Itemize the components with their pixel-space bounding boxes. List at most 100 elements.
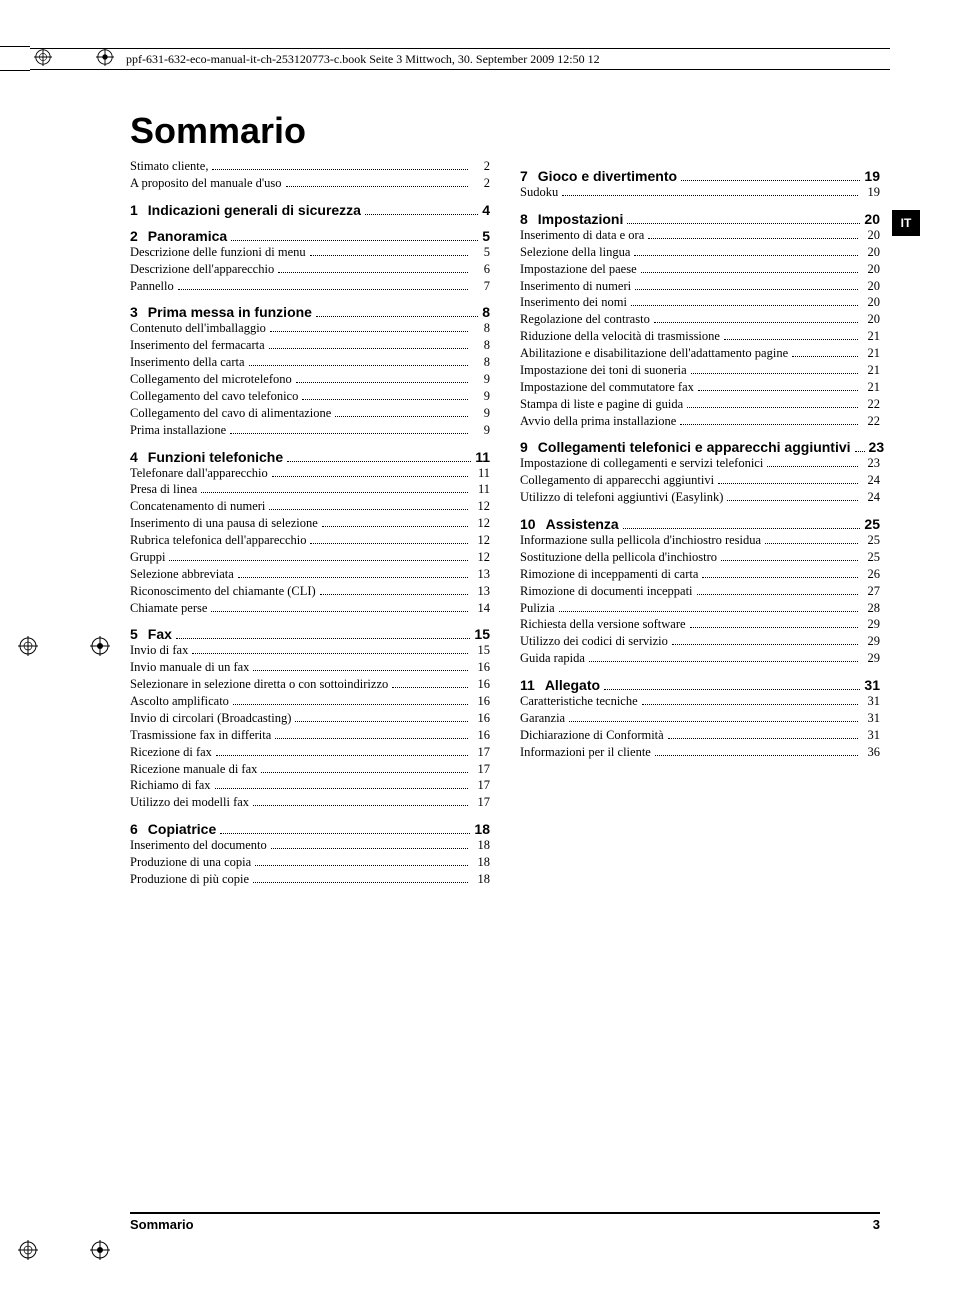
toc-entry: Selezionare in selezione diretta o con s… (130, 676, 490, 693)
leader-dots (569, 721, 858, 722)
leader-dots (634, 255, 858, 256)
entry-label: Inserimento del documento (130, 837, 267, 854)
leader-dots (255, 865, 468, 866)
entry-label: Riduzione della velocità di trasmissione (520, 328, 720, 345)
entry-label: Impostazione di collegamenti e servizi t… (520, 455, 763, 472)
toc-left-column: Stimato cliente,2A proposito del manuale… (130, 158, 490, 888)
leader-dots (654, 322, 858, 323)
section-label: Panoramica (148, 228, 227, 244)
footer-left: Sommario (130, 1217, 194, 1232)
section-number: 4 (130, 449, 138, 465)
entry-label: Richiamo di fax (130, 777, 211, 794)
leader-dots (627, 223, 860, 224)
leader-dots (269, 348, 468, 349)
entry-page: 21 (862, 362, 880, 379)
entry-page: 16 (472, 693, 490, 710)
entry-label: Invio manuale di un fax (130, 659, 249, 676)
header-bar: ppf-631-632-eco-manual-it-ch-253120773-c… (30, 48, 890, 70)
registration-mark-icon (90, 1240, 110, 1260)
toc-entry: Utilizzo dei codici di servizio29 (520, 633, 880, 650)
toc-section-title: 5Fax15 (130, 626, 490, 642)
leader-dots (302, 399, 468, 400)
entry-page: 8 (472, 337, 490, 354)
leader-dots (702, 577, 858, 578)
entry-label: Selezione della lingua (520, 244, 630, 261)
leader-dots (641, 272, 858, 273)
toc-entry: Selezione della lingua20 (520, 244, 880, 261)
toc-right-column: 7Gioco e divertimento19Sudoku198Impostaz… (520, 158, 880, 888)
registration-mark-icon (18, 1240, 38, 1260)
section-number: 5 (130, 626, 138, 642)
toc-entry: Impostazione di collegamenti e servizi t… (520, 455, 880, 472)
toc-entry: Inserimento dei nomi20 (520, 294, 880, 311)
leader-dots (681, 180, 860, 181)
entry-page: 17 (472, 777, 490, 794)
entry-page: 8 (472, 354, 490, 371)
entry-page: 12 (472, 549, 490, 566)
entry-page: 15 (472, 642, 490, 659)
entry-label: Rubrica telefonica dell'apparecchio (130, 532, 306, 549)
leader-dots (635, 289, 858, 290)
entry-page: 18 (472, 837, 490, 854)
entry-page: 16 (472, 676, 490, 693)
footer: Sommario 3 (130, 1212, 880, 1232)
entry-page: 2 (472, 175, 490, 192)
entry-label: Garanzia (520, 710, 565, 727)
toc-entry: Ricezione di fax17 (130, 744, 490, 761)
leader-dots (562, 195, 858, 196)
toc-entry: Pulizia28 (520, 600, 880, 617)
section-label: Fax (148, 626, 172, 642)
toc-entry: Chiamate perse14 (130, 600, 490, 617)
toc-entry: Invio di fax15 (130, 642, 490, 659)
entry-page: 23 (862, 455, 880, 472)
leader-dots (320, 594, 468, 595)
crop-line (0, 46, 30, 47)
entry-page: 13 (472, 566, 490, 583)
leader-dots (680, 424, 858, 425)
toc-entry: Invio manuale di un fax16 (130, 659, 490, 676)
entry-page: 26 (862, 566, 880, 583)
toc-entry: Richiesta della versione software29 (520, 616, 880, 633)
leader-dots (365, 214, 478, 215)
entry-label: Rimozione di documenti inceppati (520, 583, 693, 600)
leader-dots (230, 433, 468, 434)
leader-dots (231, 240, 478, 241)
entry-page: 20 (862, 311, 880, 328)
leader-dots (687, 407, 858, 408)
section-label: Copiatrice (148, 821, 216, 837)
section-page: 31 (864, 677, 880, 693)
toc-entry: Caratteristiche tecniche31 (520, 693, 880, 710)
leader-dots (169, 560, 468, 561)
entry-page: 31 (862, 710, 880, 727)
toc-section-title: 9Collegamenti telefonici e apparecchi ag… (520, 439, 880, 455)
footer-right: 3 (873, 1217, 880, 1232)
leader-dots (295, 721, 468, 722)
leader-dots (272, 476, 468, 477)
leader-dots (178, 289, 468, 290)
toc-entry: Impostazione del paese20 (520, 261, 880, 278)
entry-page: 11 (472, 465, 490, 482)
entry-label: Pannello (130, 278, 174, 295)
leader-dots (604, 689, 860, 690)
section-number: 11 (520, 677, 535, 693)
section-number: 3 (130, 304, 138, 320)
toc-entry: Guida rapida29 (520, 650, 880, 667)
entry-label: Pulizia (520, 600, 555, 617)
entry-label: Concatenamento di numeri (130, 498, 265, 515)
toc-entry: Rubrica telefonica dell'apparecchio12 (130, 532, 490, 549)
entry-page: 22 (862, 396, 880, 413)
toc-entry: Abilitazione e disabilitazione dell'adat… (520, 345, 880, 362)
section-label: Indicazioni generali di sicurezza (148, 202, 361, 218)
toc-entry: Invio di circolari (Broadcasting)16 (130, 710, 490, 727)
entry-page: 12 (472, 515, 490, 532)
toc-section-title: 11Allegato31 (520, 677, 880, 693)
toc-entry: Prima installazione9 (130, 422, 490, 439)
toc-entry: A proposito del manuale d'uso2 (130, 175, 490, 192)
leader-dots (697, 594, 858, 595)
section-label: Collegamenti telefonici e apparecchi agg… (538, 439, 851, 455)
entry-page: 31 (862, 693, 880, 710)
toc-entry: Inserimento del fermacarta8 (130, 337, 490, 354)
leader-dots (648, 238, 858, 239)
entry-label: Utilizzo dei codici di servizio (520, 633, 668, 650)
section-page: 19 (864, 168, 880, 184)
